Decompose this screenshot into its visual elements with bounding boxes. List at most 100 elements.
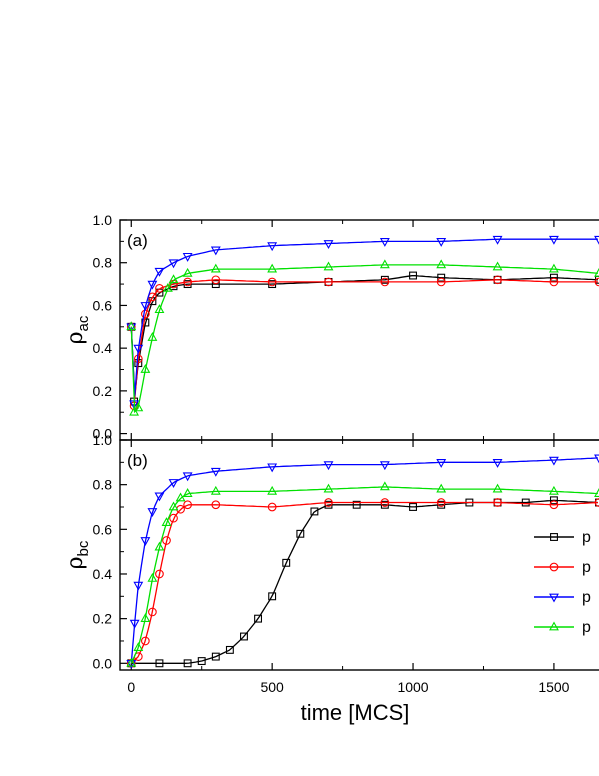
data-point [549,500,559,510]
data-point [148,607,157,617]
data-point [129,619,140,629]
data-point [380,498,390,507]
data-point [126,323,137,333]
series-4 [126,259,599,416]
data-point [267,485,278,495]
series-line [130,264,598,414]
series-4 [126,481,599,667]
y-tick-label: 1.0 [93,212,113,228]
data-point [140,302,151,311]
data-point [267,502,277,512]
data-point [409,271,417,280]
x-tick-label: 500 [260,679,284,695]
data-point [126,657,137,667]
legend-swatch-marker [549,593,559,603]
plot-frame [119,439,599,671]
series-1 [127,271,599,406]
panel-a: 0.0 0.2 0.4 0.6 0.8 1.0 ρac (a) [63,212,599,442]
data-point [210,467,221,477]
data-point [296,529,305,538]
data-point [240,632,248,641]
legend-swatch-marker [549,621,559,631]
data-point [436,483,447,493]
data-point [183,277,192,287]
data-point [210,485,221,495]
data-point [168,501,179,511]
data-point [197,657,206,666]
data-point [140,363,151,373]
data-point [436,238,447,247]
data-point [147,572,158,582]
data-point [161,517,172,526]
data-point [141,636,150,646]
data-point [492,483,503,493]
panel-label: (b) [127,451,148,470]
panel-label: (a) [127,231,148,250]
data-point [129,406,140,416]
data-point [352,500,361,509]
data-point [409,503,417,511]
legend-label: p [582,589,591,606]
y-tick-label: 0.0 [93,655,113,671]
data-point [521,498,530,507]
series-layer [126,235,599,416]
y-tick-label: 0.2 [93,383,113,399]
series-line [130,501,598,664]
data-point [154,541,165,551]
data-point [282,558,291,567]
y-tick-label: 0.6 [93,521,113,537]
data-point [323,461,334,471]
data-point [168,479,179,488]
data-point [379,461,390,471]
data-point [323,240,334,250]
data-point [492,235,503,245]
data-point [154,267,165,277]
data-point [548,456,559,466]
legend-swatch-marker [550,533,558,541]
panel-b: 0.0 0.2 0.4 0.6 0.8 1.0 ρbc (b) [63,432,599,671]
y-tick-label: 0.4 [93,566,113,582]
data-point [549,273,558,282]
data-point [267,242,278,252]
data-point [437,273,446,282]
data-point [436,259,447,269]
data-point [225,645,234,654]
data-point [254,614,263,623]
data-point [436,498,446,507]
data-point [323,261,334,271]
series-line [130,279,598,400]
data-point [175,492,186,502]
legend-label: p [582,529,591,546]
legend-label: p [582,619,591,636]
data-point [594,267,599,277]
data-point [133,581,144,591]
data-point [493,275,502,285]
data-point [380,277,390,287]
series-line [130,486,598,664]
data-point [594,454,599,464]
legend-background [528,528,599,636]
data-point [492,458,503,468]
data-point [548,485,559,495]
y-tick-label: 1.0 [93,432,113,448]
data-point [211,280,220,289]
data-point [436,458,447,468]
data-point [379,238,390,247]
x-tick-label: 0 [127,679,135,695]
x-tick-label: 1000 [397,679,428,695]
series-line [131,499,598,664]
data-point [594,235,599,245]
data-point [211,275,221,285]
series-3 [126,235,599,410]
data-point [162,536,171,545]
data-point [133,344,144,354]
data-point [324,277,333,287]
data-point [492,261,503,271]
x-axis: 0 500 1000 1500 time [MCS] [127,679,569,725]
y-tick-label: 0.8 [93,255,113,271]
legend-label: p [582,559,591,576]
data-point [267,463,278,473]
data-point [211,652,220,661]
